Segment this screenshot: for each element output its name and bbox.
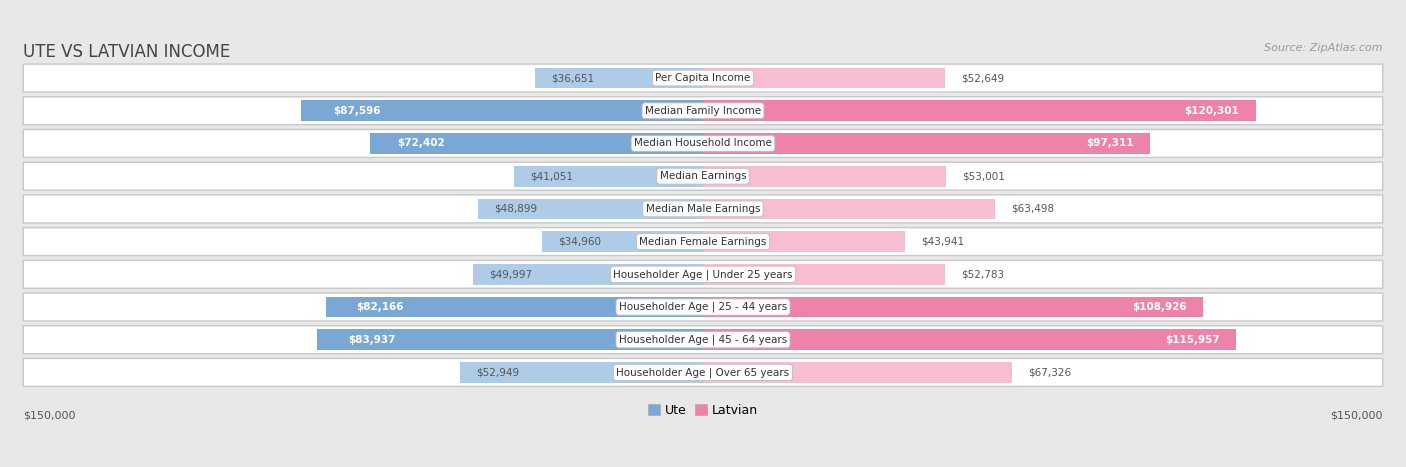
Text: $67,326: $67,326 — [1028, 368, 1071, 377]
Bar — [460, 362, 703, 383]
Text: $97,311: $97,311 — [1087, 139, 1133, 149]
FancyBboxPatch shape — [24, 162, 1382, 190]
FancyBboxPatch shape — [24, 293, 1382, 321]
Bar — [703, 68, 945, 88]
Text: UTE VS LATVIAN INCOME: UTE VS LATVIAN INCOME — [24, 42, 231, 61]
Bar — [703, 166, 946, 186]
Bar — [301, 100, 703, 121]
Text: Householder Age | 45 - 64 years: Householder Age | 45 - 64 years — [619, 334, 787, 345]
Text: Median Earnings: Median Earnings — [659, 171, 747, 181]
Text: Per Capita Income: Per Capita Income — [655, 73, 751, 83]
Bar — [703, 362, 1012, 383]
Text: Householder Age | 25 - 44 years: Householder Age | 25 - 44 years — [619, 302, 787, 312]
FancyBboxPatch shape — [24, 195, 1382, 223]
FancyBboxPatch shape — [24, 129, 1382, 157]
FancyBboxPatch shape — [24, 359, 1382, 386]
Bar — [515, 166, 703, 186]
FancyBboxPatch shape — [24, 97, 1382, 125]
Bar — [326, 297, 703, 318]
FancyBboxPatch shape — [24, 64, 1382, 92]
Bar — [703, 133, 1150, 154]
Text: $53,001: $53,001 — [963, 171, 1005, 181]
Text: $34,960: $34,960 — [558, 237, 602, 247]
Bar — [703, 231, 905, 252]
Bar — [703, 329, 1236, 350]
Legend: Ute, Latvian: Ute, Latvian — [643, 399, 763, 422]
Text: Median Household Income: Median Household Income — [634, 139, 772, 149]
Text: $115,957: $115,957 — [1164, 335, 1219, 345]
Text: $52,949: $52,949 — [475, 368, 519, 377]
Bar — [370, 133, 703, 154]
Text: Median Family Income: Median Family Income — [645, 106, 761, 116]
Bar — [543, 231, 703, 252]
Text: $87,596: $87,596 — [333, 106, 381, 116]
Bar — [534, 68, 703, 88]
Text: $120,301: $120,301 — [1185, 106, 1240, 116]
Text: $150,000: $150,000 — [24, 410, 76, 420]
Bar — [703, 100, 1256, 121]
Text: $83,937: $83,937 — [349, 335, 396, 345]
Bar — [703, 297, 1204, 318]
Text: $36,651: $36,651 — [551, 73, 593, 83]
Text: Median Male Earnings: Median Male Earnings — [645, 204, 761, 214]
Text: $150,000: $150,000 — [1330, 410, 1382, 420]
Text: $48,899: $48,899 — [495, 204, 537, 214]
Text: $52,649: $52,649 — [960, 73, 1004, 83]
Text: $108,926: $108,926 — [1133, 302, 1187, 312]
Text: $43,941: $43,941 — [921, 237, 965, 247]
Text: Median Female Earnings: Median Female Earnings — [640, 237, 766, 247]
Text: $49,997: $49,997 — [489, 269, 533, 279]
FancyBboxPatch shape — [24, 227, 1382, 255]
Text: $41,051: $41,051 — [530, 171, 574, 181]
FancyBboxPatch shape — [24, 326, 1382, 354]
Bar — [318, 329, 703, 350]
Text: $63,498: $63,498 — [1011, 204, 1054, 214]
Text: $82,166: $82,166 — [356, 302, 404, 312]
FancyBboxPatch shape — [24, 260, 1382, 288]
Bar — [478, 198, 703, 219]
Text: Householder Age | Over 65 years: Householder Age | Over 65 years — [616, 367, 790, 378]
Text: Source: ZipAtlas.com: Source: ZipAtlas.com — [1264, 42, 1382, 53]
Text: Householder Age | Under 25 years: Householder Age | Under 25 years — [613, 269, 793, 280]
Text: $72,402: $72,402 — [396, 139, 444, 149]
Bar — [703, 198, 994, 219]
Bar — [703, 264, 945, 285]
Bar — [474, 264, 703, 285]
Text: $52,783: $52,783 — [962, 269, 1005, 279]
